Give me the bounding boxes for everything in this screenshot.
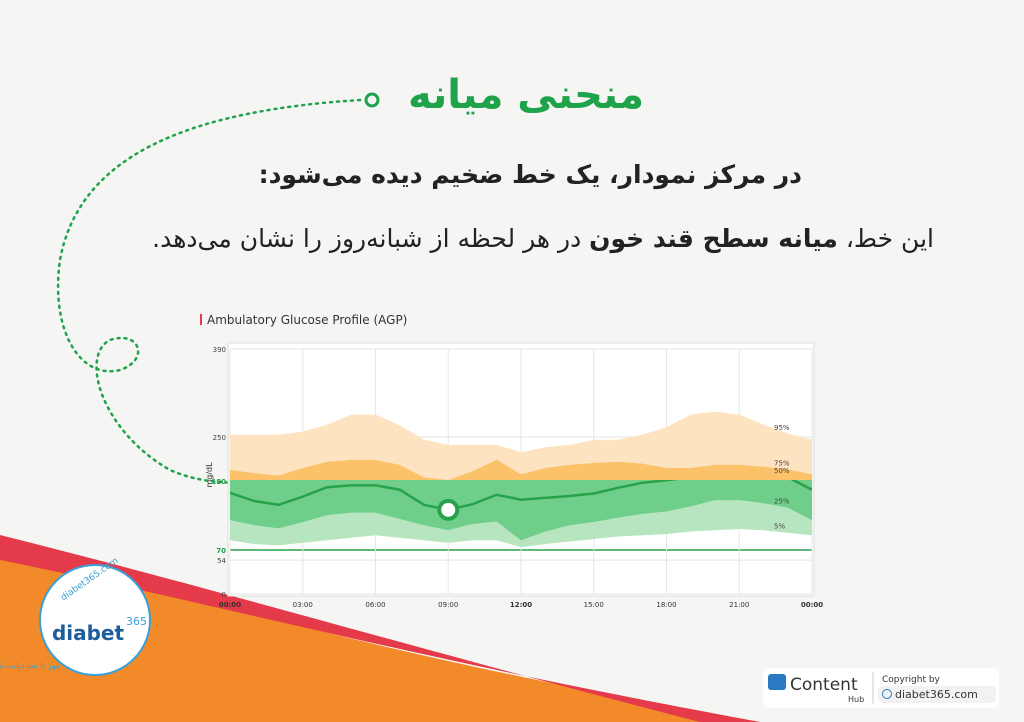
legend-label: 50%: [774, 467, 790, 475]
plot: 0 54 70 180 250 390 00:00 03:00 06:00 09:00 12:00 1…: [211, 346, 823, 609]
band: [423, 477, 449, 480]
band: [763, 424, 789, 480]
logo-num: 365: [126, 615, 147, 628]
title-bar: [200, 314, 202, 325]
y-tick-label: 54: [217, 557, 226, 565]
hub-2: Hub: [848, 695, 864, 704]
band: [253, 434, 279, 480]
y-tick-label: 390: [213, 346, 226, 354]
x-tick-label: 00:00: [219, 601, 241, 609]
band: [230, 469, 255, 480]
subtitle: در مرکز نمودار، یک خط ضخیم دیده می‌شود:: [258, 160, 802, 189]
highlight: [437, 498, 460, 521]
band: [278, 431, 304, 480]
x-tick-label: 12:00: [510, 601, 532, 609]
body-text: در هر لحظه از شبانه‌روز را نشان می‌دهد.: [152, 224, 590, 253]
band: [472, 459, 498, 480]
x-tick-label: 21:00: [729, 601, 749, 609]
body-text: این خط،: [837, 224, 934, 253]
hub-icon: [768, 674, 786, 690]
band: [787, 469, 812, 480]
band: [666, 414, 692, 480]
title-dot: [364, 92, 380, 108]
x-tick-label: 09:00: [438, 601, 458, 609]
copyright: Copyright by: [882, 675, 941, 685]
band: [350, 459, 376, 480]
y-tick-label: 0: [222, 591, 226, 599]
site-box: [878, 686, 996, 703]
y-tick-label: 70: [216, 547, 226, 555]
y-tick-label: 250: [213, 434, 226, 442]
band: [738, 414, 764, 480]
logo-ring-fa: مهر تا صد دیابت با دیابت 365: [0, 661, 60, 670]
legend-label: 95%: [774, 424, 790, 432]
legend-label: 25%: [774, 497, 790, 505]
y-tick-label: 180: [211, 478, 226, 486]
body: این خط، میانه سطح قند خون در هر لحظه از …: [152, 224, 934, 253]
band: [714, 411, 740, 480]
band: [593, 461, 619, 480]
hub-1: Content: [790, 675, 858, 695]
legend-label: 75%: [774, 460, 790, 468]
x-tick-label: 18:00: [656, 601, 676, 609]
band: [544, 464, 570, 480]
band: [230, 434, 255, 480]
band: [447, 444, 473, 480]
band: [302, 461, 328, 480]
band: [496, 459, 522, 480]
x-tick-label: 00:00: [801, 601, 823, 609]
band: [326, 459, 352, 480]
logo-circle: [39, 564, 151, 676]
x-tick-label: 03:00: [293, 601, 313, 609]
above-range: [230, 411, 812, 480]
in-range: [230, 480, 812, 548]
band: [641, 463, 667, 480]
band: [278, 467, 304, 480]
x-tick-label: 06:00: [365, 601, 385, 609]
title: منحنی میانه: [407, 72, 644, 118]
median-line: [657, 470, 796, 480]
band: [375, 459, 401, 480]
median-line: [230, 480, 812, 512]
globe: [882, 689, 892, 699]
body-bold: میانه سطح قند خون: [589, 224, 838, 253]
swoosh: [0, 545, 760, 722]
x-tick-label: 15:00: [584, 601, 604, 609]
band: [399, 464, 425, 480]
band: [423, 439, 449, 480]
band: [690, 411, 716, 480]
band: [787, 433, 812, 480]
band: [520, 467, 546, 480]
chart-title: Ambulatory Glucose Profile (AGP): [207, 313, 407, 327]
legend-label: 5%: [774, 522, 785, 530]
band: [569, 463, 595, 480]
band: [617, 461, 643, 480]
band: [787, 480, 812, 521]
band: [399, 425, 425, 480]
dotted-curve: [56, 98, 442, 507]
band: [253, 473, 279, 480]
band: [448, 471, 473, 480]
logo-text: diabet: [52, 621, 125, 645]
site: diabet365.com: [895, 688, 978, 701]
y-label: mg/dL: [205, 462, 214, 488]
